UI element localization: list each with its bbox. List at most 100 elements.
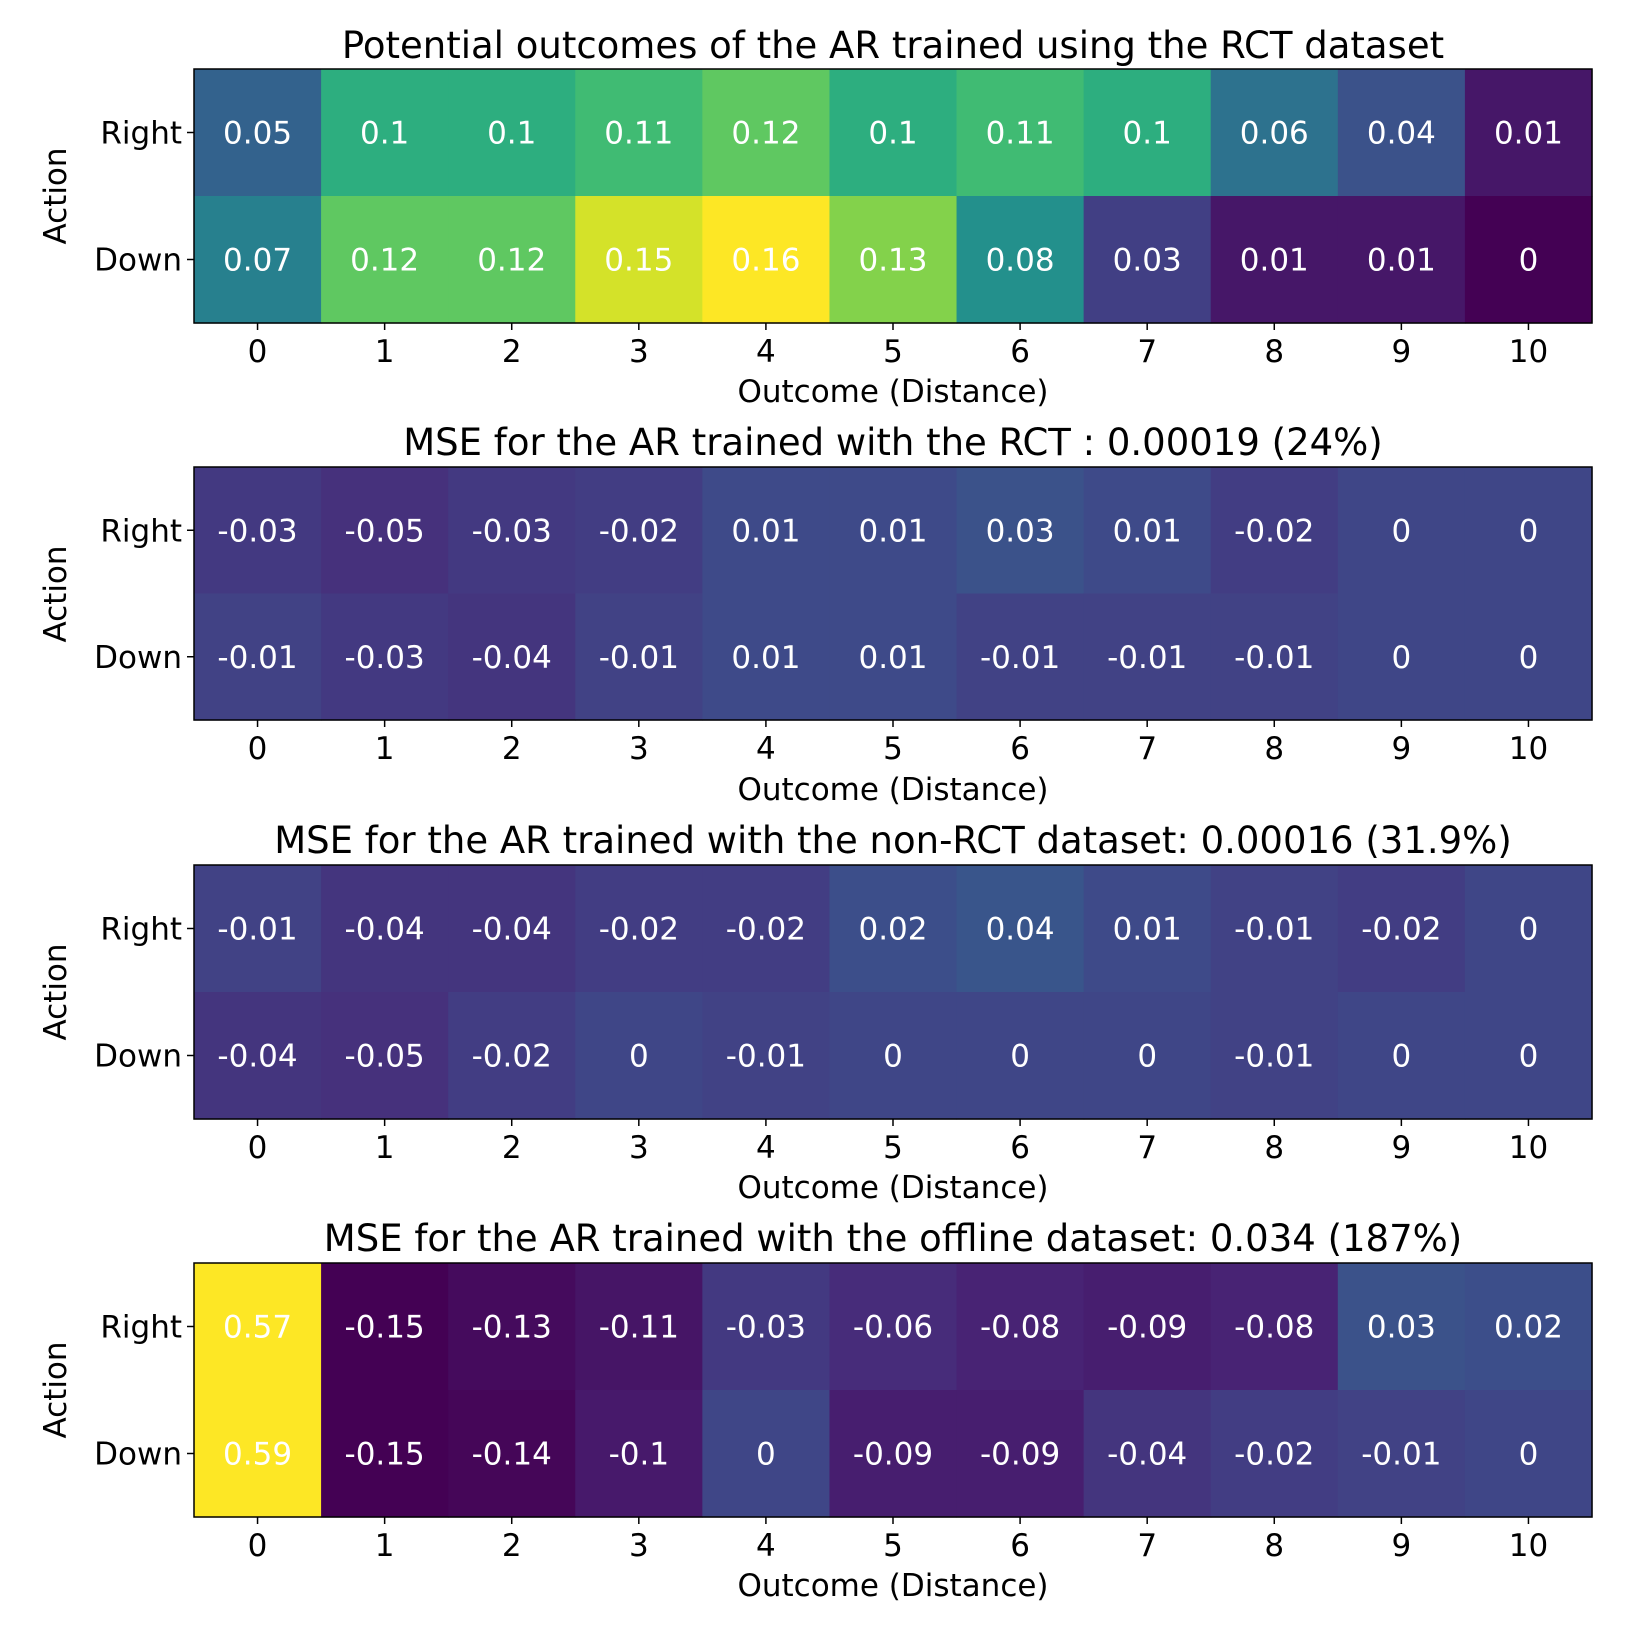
x-tick-label: 10: [1509, 1528, 1548, 1564]
x-tick-label: 2: [502, 1528, 522, 1564]
heatmap-cell: [1337, 467, 1466, 595]
cell-value-label: -0.01: [1234, 640, 1314, 676]
cell-value-label: -0.01: [1234, 912, 1314, 948]
cell-value-label: 0.15: [604, 243, 673, 279]
x-tick-label: 0: [248, 334, 268, 370]
cell-value-label: -0.03: [345, 640, 425, 676]
heatmap-cell: [1464, 467, 1593, 595]
cell-value-label: -0.04: [472, 912, 552, 948]
heatmap-cell: [1464, 865, 1593, 993]
heatmap-cell: [829, 992, 958, 1120]
y-tick-label: Right: [100, 912, 182, 948]
cell-value-label: -0.01: [217, 640, 297, 676]
cell-value-label: -0.01: [726, 1039, 806, 1075]
heatmap-cell: [956, 865, 1085, 993]
cell-value-label: 0.1: [487, 116, 536, 152]
x-tick-label: 3: [629, 731, 649, 767]
x-tick-label: 6: [1010, 1130, 1030, 1166]
x-tick-label: 7: [1137, 1528, 1157, 1564]
heatmap-cell: [448, 593, 576, 721]
y-tick-label: Right: [100, 116, 182, 152]
y-axis-label: Action: [38, 1341, 74, 1438]
heatmap-cell: [829, 69, 958, 197]
x-tick-label: 3: [629, 1130, 649, 1166]
heatmap-cell: [702, 467, 831, 595]
cell-value-label: 0.03: [986, 513, 1055, 549]
x-tick-label: 10: [1509, 731, 1548, 767]
heatmap-cell: [448, 865, 576, 993]
heatmap-cell: [194, 865, 322, 993]
cell-value-label: -0.04: [217, 1039, 297, 1075]
x-tick-label: 9: [1391, 1528, 1411, 1564]
y-tick-label: Down: [94, 243, 182, 279]
heatmap-cell: [1210, 467, 1339, 595]
heatmap-cell: [956, 69, 1085, 197]
cell-value-label: -0.03: [472, 513, 552, 549]
cell-value-label: 0.12: [350, 243, 419, 279]
cell-value-label: 0: [756, 1437, 776, 1473]
cell-value-label: 0.01: [1113, 912, 1182, 948]
cell-value-label: -0.06: [853, 1310, 933, 1346]
x-axis-label: Outcome (Distance): [737, 772, 1048, 808]
cell-value-label: 0.02: [858, 912, 927, 948]
cell-value-label: 0: [1519, 513, 1539, 549]
x-tick-label: 5: [883, 731, 903, 767]
cell-value-label: 0: [1519, 1437, 1539, 1473]
x-ticks: 0 1 2 3 4 5 6 7 8 9 10: [248, 720, 1548, 767]
cell-value-label: 0: [1010, 1039, 1030, 1075]
cell-value-label: 0.02: [1494, 1310, 1563, 1346]
cell-value-label: -0.04: [472, 640, 552, 676]
panel-title: MSE for the AR trained with the non-RCT …: [274, 819, 1512, 862]
cell-value-label: 0.04: [1367, 116, 1436, 152]
y-tick-label: Right: [100, 513, 182, 549]
heatmap-cell: [1337, 69, 1466, 197]
cell-value-label: 0.1: [868, 116, 917, 152]
panel-title: Potential outcomes of the AR trained usi…: [342, 24, 1444, 67]
cell-value-label: -0.02: [1234, 513, 1314, 549]
cell-value-label: 0.05: [223, 116, 292, 152]
heatmap-cell: [575, 593, 703, 721]
heatmap-cell: [1083, 467, 1212, 595]
x-tick-label: 9: [1391, 1130, 1411, 1166]
heatmap-cell: [1083, 593, 1212, 721]
cell-value-label: 0: [1519, 912, 1539, 948]
cell-value-label: -0.05: [345, 513, 425, 549]
cell-value-label: 0.07: [223, 243, 292, 279]
heatmap-cell: [1337, 593, 1466, 721]
x-tick-label: 0: [248, 1130, 268, 1166]
x-tick-label: 6: [1010, 334, 1030, 370]
cell-value-label: -0.09: [853, 1437, 933, 1473]
heatmap-cells: -0.03 -0.05 -0.03 -0.02 0.01 0.01 0.03 0.01 -0.0…: [194, 467, 1593, 721]
cell-value-label: 0.1: [1123, 116, 1172, 152]
heatmap-cell: [448, 1390, 576, 1518]
cell-value-label: 0.11: [986, 116, 1055, 152]
cell-value-label: -0.03: [726, 1310, 806, 1346]
heatmap-cell: [321, 1263, 449, 1391]
heatmap-cell: [575, 1263, 703, 1391]
x-tick-label: 6: [1010, 731, 1030, 767]
x-tick-label: 2: [502, 1130, 522, 1166]
y-ticks: Right Down: [94, 116, 194, 279]
cell-value-label: 0.01: [1113, 513, 1182, 549]
heatmap-cell: [956, 467, 1085, 595]
heatmap-cell: [702, 865, 831, 993]
heatmap-cell: [321, 467, 449, 595]
heatmap-cell: [956, 1390, 1085, 1518]
cell-value-label: 0: [629, 1039, 649, 1075]
cell-value-label: 0: [1391, 1039, 1411, 1075]
cell-value-label: -0.15: [345, 1437, 425, 1473]
panel-title: MSE for the AR trained with the RCT : 0.…: [403, 421, 1383, 464]
heatmap-cell: [1337, 1263, 1466, 1391]
cell-value-label: -0.08: [1234, 1310, 1314, 1346]
x-tick-label: 10: [1509, 334, 1548, 370]
cell-value-label: 0.57: [223, 1310, 292, 1346]
cell-value-label: 0.01: [858, 513, 927, 549]
x-ticks: 0 1 2 3 4 5 6 7 8 9 10: [248, 1517, 1548, 1564]
heatmap-cell: [829, 865, 958, 993]
x-tick-label: 5: [883, 1130, 903, 1166]
cell-value-label: 0.13: [858, 243, 927, 279]
heatmap-cell: [1210, 992, 1339, 1120]
cell-value-label: -0.02: [1361, 912, 1441, 948]
heatmap-cell: [321, 992, 449, 1120]
panel-title: MSE for the AR trained with the offline …: [324, 1217, 1462, 1260]
